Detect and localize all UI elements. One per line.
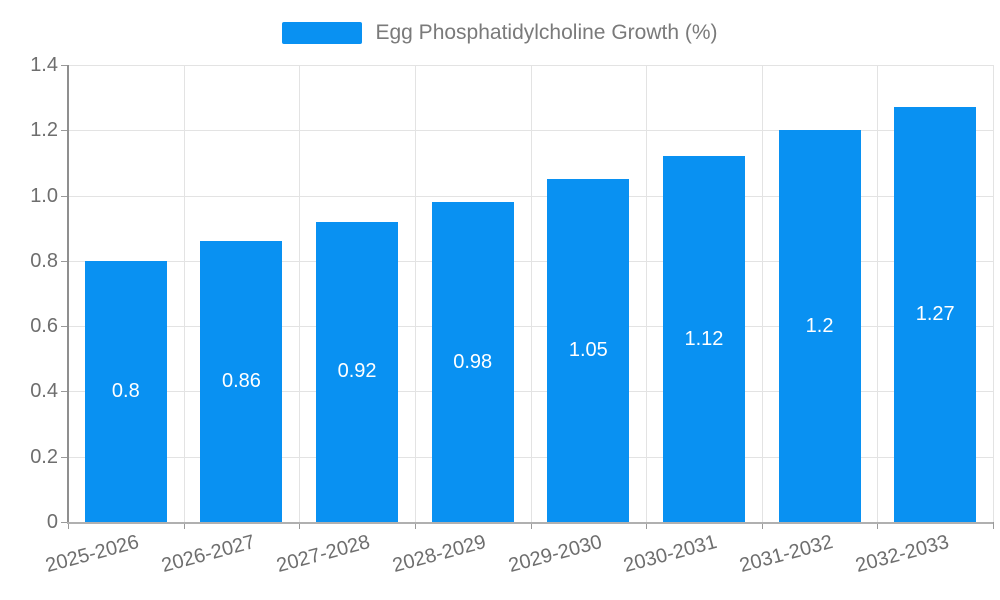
y-axis-label: 0.6 <box>30 315 58 338</box>
x-axis-label: 2027-2028 <box>274 531 373 578</box>
bar-value-label: 1.05 <box>568 339 608 362</box>
gridline-vertical <box>646 65 648 522</box>
bar-value-label: 0.98 <box>453 350 493 373</box>
y-axis-tick <box>61 326 68 328</box>
y-axis-label: 0 <box>46 511 58 533</box>
gridline-vertical <box>877 65 879 522</box>
bar[interactable]: 0.98 <box>431 202 514 522</box>
gridline-vertical <box>414 65 416 522</box>
bar[interactable]: 1.05 <box>547 179 630 522</box>
x-axis-label: 2032-2033 <box>852 531 951 578</box>
y-axis-tick <box>61 260 68 262</box>
x-axis-label: 2025-2026 <box>43 531 142 578</box>
y-axis-tick <box>61 456 68 458</box>
legend-swatch-icon <box>282 22 363 44</box>
gridline-vertical <box>530 65 532 522</box>
y-axis-tick <box>61 522 68 523</box>
x-axis-tick <box>993 522 994 529</box>
bar-value-label: 1.12 <box>684 327 724 350</box>
bar[interactable]: 0.86 <box>200 241 283 522</box>
x-axis-label: 2026-2027 <box>159 531 258 578</box>
gridline-vertical <box>761 65 763 522</box>
legend[interactable]: Egg Phosphatidylcholine Growth (%) <box>0 20 1000 46</box>
x-axis-label: 2029-2030 <box>505 531 605 578</box>
bar[interactable]: 0.92 <box>316 221 399 522</box>
y-axis-line <box>67 65 69 522</box>
x-axis-tick <box>877 522 879 529</box>
x-axis-tick <box>183 522 185 529</box>
y-axis-tick <box>61 65 68 66</box>
bar[interactable]: 1.12 <box>662 156 745 522</box>
bar-value-label: 1.27 <box>915 303 955 326</box>
y-axis-label: 0.2 <box>30 445 58 468</box>
y-axis-label: 1.2 <box>30 119 58 142</box>
y-axis-label: 1.4 <box>30 54 58 76</box>
x-axis-line <box>67 522 993 524</box>
y-axis-label: 0.4 <box>30 380 58 403</box>
x-axis-label: 2028-2029 <box>390 531 489 578</box>
y-axis-label: 1.0 <box>30 184 58 207</box>
bar[interactable]: 1.27 <box>894 107 977 522</box>
gridline-vertical <box>993 65 994 522</box>
y-axis-tick <box>61 195 68 197</box>
x-axis-tick <box>68 522 69 529</box>
y-axis-tick <box>61 391 68 393</box>
x-axis-tick <box>646 522 648 529</box>
gridline-vertical <box>299 65 301 522</box>
y-axis-tick <box>61 130 68 132</box>
bar[interactable]: 1.2 <box>778 130 861 522</box>
x-axis-tick <box>530 522 532 529</box>
x-axis-tick <box>414 522 416 529</box>
y-axis-label: 0.8 <box>30 249 58 272</box>
bar-value-label: 1.2 <box>805 314 834 337</box>
bar-value-label: 0.86 <box>221 370 261 393</box>
x-axis-label: 2031-2032 <box>737 531 836 578</box>
x-axis-tick <box>299 522 301 529</box>
x-axis-label: 2030-2031 <box>621 531 720 578</box>
bar-value-label: 0.8 <box>111 379 140 402</box>
x-axis-tick <box>761 522 763 529</box>
bar-value-label: 0.92 <box>337 360 377 383</box>
plot-area: 0.8 0.86 0.92 0.98 1.05 1.12 1.2 1.27 <box>68 65 994 522</box>
bar[interactable]: 0.8 <box>84 260 167 522</box>
gridline-vertical <box>183 65 185 522</box>
legend-label: Egg Phosphatidylcholine Growth (%) <box>375 21 718 44</box>
